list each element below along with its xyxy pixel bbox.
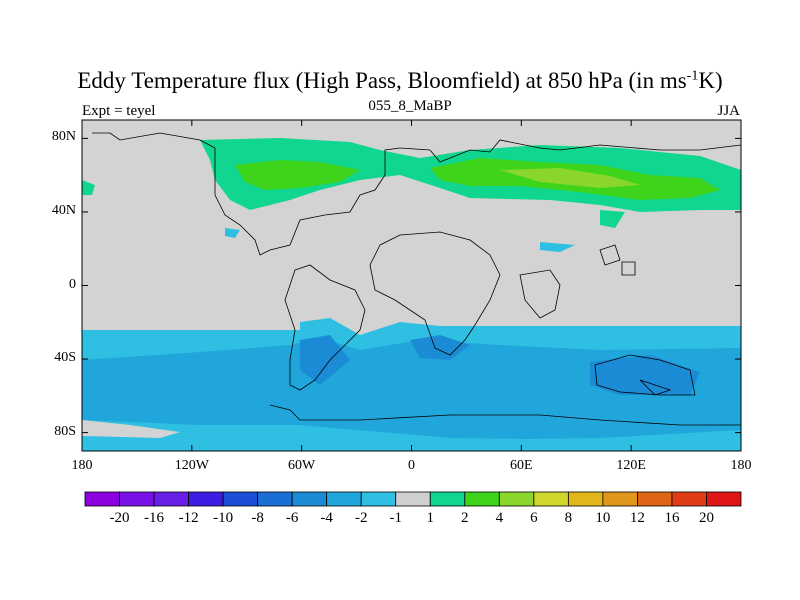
x-tick-label: 180 xyxy=(71,458,93,473)
x-tick-label: 60W xyxy=(288,458,316,473)
y-tick-label: 40N xyxy=(51,202,76,218)
map-title-suffix: K) xyxy=(698,68,723,93)
y-tick-label: 0 xyxy=(69,276,76,292)
shading-south-3 xyxy=(410,335,470,360)
colorbar-tick-label: -20 xyxy=(109,510,130,526)
y-tick-label: 40S xyxy=(54,350,76,366)
experiment-label: Expt = teyel xyxy=(82,103,156,119)
map-title-superscript: -1 xyxy=(686,68,699,84)
colorbar-tick-label: -2 xyxy=(354,510,368,526)
colorbar-box xyxy=(567,491,604,507)
shading-south-4 xyxy=(590,355,700,395)
coastline-4 xyxy=(519,269,561,319)
coastline-6 xyxy=(269,404,741,426)
map-title-main: Eddy Temperature flux (High Pass, Bloomf… xyxy=(77,68,687,93)
shading-south-1 xyxy=(82,338,741,440)
colorbar-box xyxy=(637,491,673,507)
x-tick-label: 0 xyxy=(408,458,415,473)
x-tick-label: 120E xyxy=(616,458,646,473)
colorbar-tick-label: 8 xyxy=(564,510,573,526)
colorbar-box xyxy=(671,491,707,507)
shading-north-7 xyxy=(540,242,575,252)
x-tick-label: 60E xyxy=(510,458,533,473)
colorbar-box xyxy=(498,491,535,507)
shading-south-2 xyxy=(300,335,350,385)
colorbar-tick-label: 20 xyxy=(698,510,714,526)
colorbar-box xyxy=(119,491,155,507)
map-title: Eddy Temperature flux (High Pass, Bloomf… xyxy=(0,68,800,94)
colorbar-tick-label: 6 xyxy=(530,510,538,526)
colorbar-tick-label: 4 xyxy=(495,510,504,526)
coastline-5 xyxy=(594,354,696,396)
colorbar-tick-label: 10 xyxy=(595,510,611,526)
y-tick-label: 80S xyxy=(54,423,76,439)
coastline-9 xyxy=(639,379,672,396)
colorbar-box xyxy=(222,491,259,507)
shading-north-5 xyxy=(600,210,625,228)
colorbar-box xyxy=(360,491,397,507)
x-tick-label: 180 xyxy=(730,458,752,473)
run-label: 055_8_MaBP xyxy=(368,98,452,114)
coastline-2 xyxy=(284,264,366,391)
colorbar-box xyxy=(533,491,569,507)
colorbar-tick-label: -6 xyxy=(285,510,299,526)
colorbar-box xyxy=(84,491,120,507)
colorbar-tick-label: 12 xyxy=(629,510,645,526)
colorbar-tick-label: 16 xyxy=(664,510,680,526)
colorbar-tick-label: 1 xyxy=(426,510,435,526)
colorbar-box xyxy=(326,491,362,507)
colorbar-tick-label: -4 xyxy=(320,510,333,526)
colorbar-box xyxy=(153,491,189,507)
shading-south-fringe xyxy=(82,430,741,451)
colorbar-box xyxy=(602,491,638,507)
colorbar-tick-label: 2 xyxy=(461,510,469,526)
coastline-1 xyxy=(399,139,742,163)
shading-north-3 xyxy=(500,168,640,188)
coastline-8 xyxy=(621,261,636,276)
colorbar-box xyxy=(257,491,293,507)
colorbar-box xyxy=(464,491,500,507)
season-label: JJA xyxy=(717,103,740,119)
colorbar-box xyxy=(706,491,742,507)
shading-north-6 xyxy=(225,228,240,238)
colorbar-tick-label: -8 xyxy=(251,510,264,526)
colorbar-box xyxy=(188,491,224,507)
colorbar-tick-label: -12 xyxy=(178,510,199,526)
shading-north-1 xyxy=(235,160,360,190)
shading-south-gap xyxy=(82,420,180,438)
colorbar-tick-label: -1 xyxy=(389,510,402,526)
coastline-7 xyxy=(599,244,621,266)
x-tick-label: 120W xyxy=(174,458,209,473)
shading-north-4 xyxy=(82,180,95,195)
colorbar-box xyxy=(429,491,466,507)
y-tick-label: 80N xyxy=(51,129,76,145)
coastline-0 xyxy=(92,132,401,256)
colorbar-tick-label: -10 xyxy=(213,510,234,526)
coastline-3 xyxy=(369,231,501,356)
colorbar-box xyxy=(291,491,328,507)
colorbar-box xyxy=(395,491,431,507)
colorbar-tick-label: -16 xyxy=(144,510,165,526)
